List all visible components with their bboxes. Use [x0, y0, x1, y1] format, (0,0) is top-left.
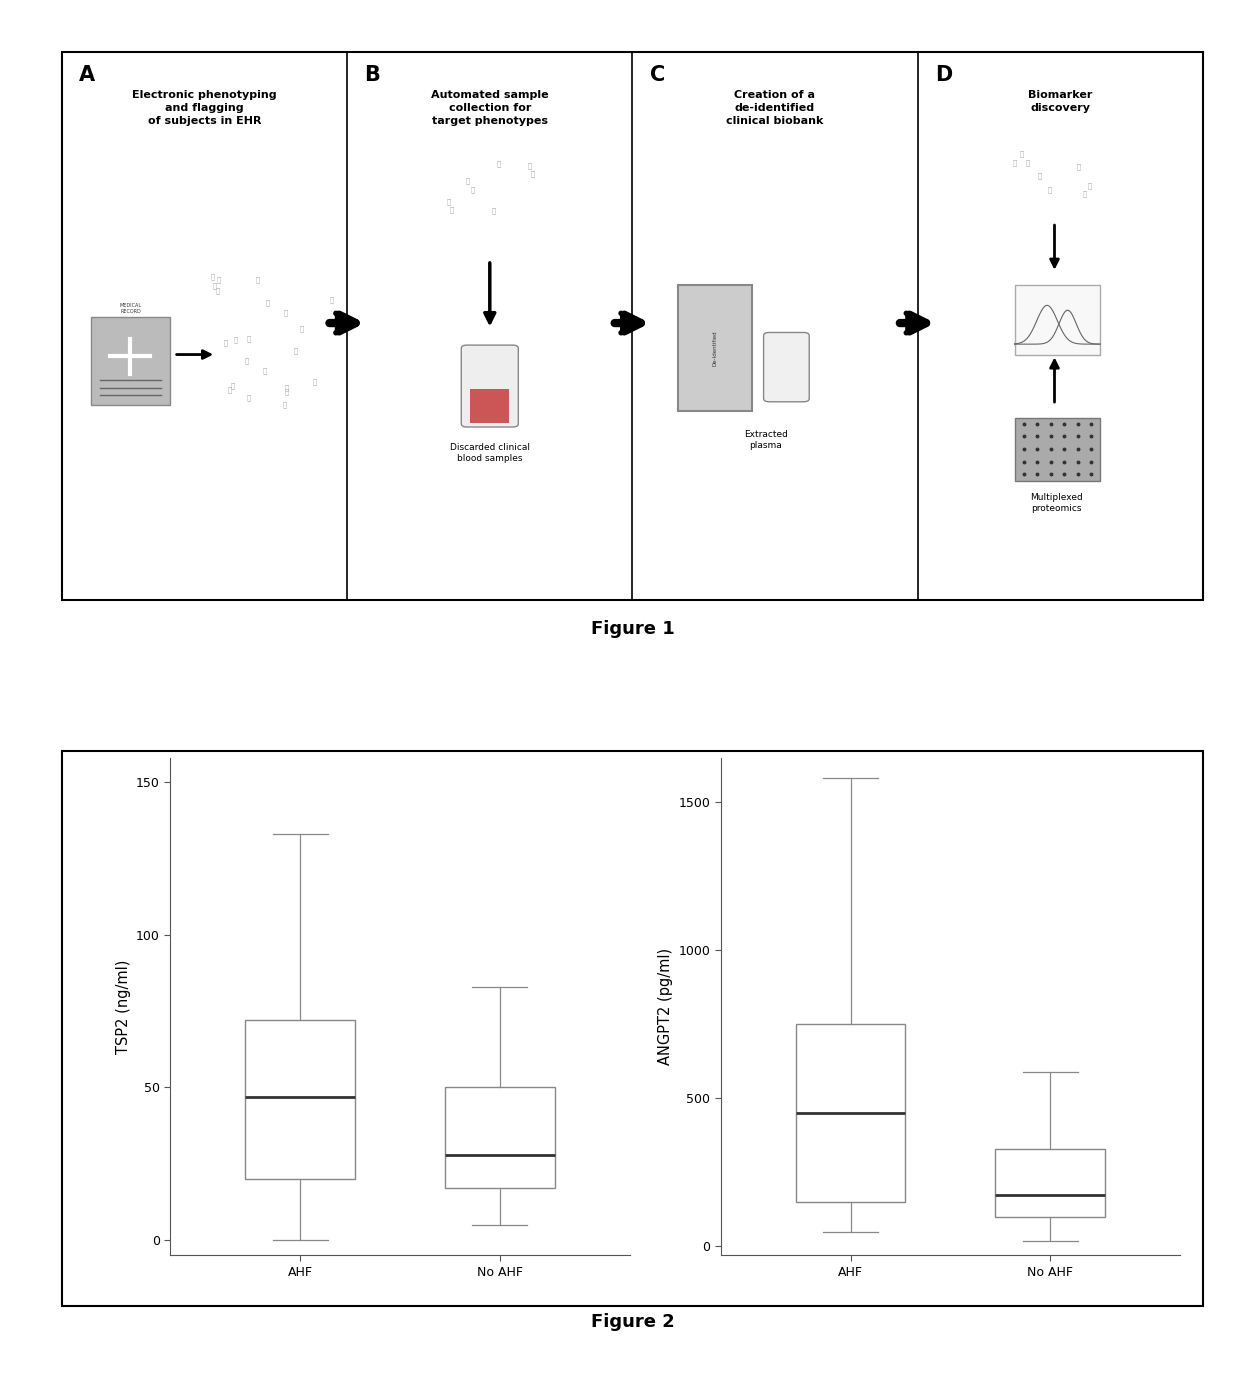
Text: ⧆: ⧆	[228, 386, 232, 393]
Text: ⧆: ⧆	[1087, 182, 1092, 189]
Text: De-Identified: De-Identified	[713, 331, 718, 367]
Text: Automated sample
collection for
target phenotypes: Automated sample collection for target p…	[432, 90, 548, 125]
Text: B: B	[365, 65, 381, 85]
Bar	[91, 317, 170, 405]
FancyBboxPatch shape	[461, 344, 518, 427]
Bar	[62, 751, 1203, 1306]
Text: Extracted
plasma: Extracted plasma	[744, 430, 787, 451]
Text: ⧆: ⧆	[223, 339, 228, 346]
PathPatch shape	[996, 1149, 1105, 1217]
Text: ⧆: ⧆	[283, 401, 286, 408]
Text: ⧆: ⧆	[528, 163, 532, 169]
Text: ⧆: ⧆	[231, 383, 236, 389]
Text: ⧆: ⧆	[1048, 186, 1053, 193]
FancyBboxPatch shape	[764, 332, 810, 402]
PathPatch shape	[246, 1020, 355, 1180]
Text: ⧆: ⧆	[294, 347, 299, 354]
Text: ⧆: ⧆	[466, 178, 470, 183]
Text: ⧆: ⧆	[1013, 158, 1017, 165]
PathPatch shape	[445, 1087, 554, 1188]
Bar	[470, 389, 510, 423]
Text: ⧆: ⧆	[247, 335, 250, 342]
Text: Figure 2: Figure 2	[590, 1313, 675, 1331]
Text: ⧆: ⧆	[263, 368, 267, 375]
Text: A: A	[79, 65, 95, 85]
Text: MEDICAL
RECORD: MEDICAL RECORD	[119, 303, 141, 314]
Text: ⧆: ⧆	[233, 336, 238, 343]
Text: Electronic phenotyping
and flagging
of subjects in EHR: Electronic phenotyping and flagging of s…	[133, 90, 277, 125]
Text: ⧆: ⧆	[470, 186, 475, 193]
Text: ⧆: ⧆	[216, 277, 221, 282]
Text: ⧆: ⧆	[1038, 172, 1043, 179]
Text: ⧆: ⧆	[496, 161, 501, 168]
Text: ⧆: ⧆	[285, 389, 289, 395]
Text: ⧆: ⧆	[1019, 150, 1023, 157]
Text: Figure 1: Figure 1	[590, 620, 675, 638]
Text: ⧆: ⧆	[312, 379, 317, 384]
Text: ⧆: ⧆	[244, 357, 249, 364]
Text: ⧆: ⧆	[450, 207, 454, 214]
Bar	[1014, 418, 1100, 481]
Text: ⧆: ⧆	[255, 276, 259, 282]
Text: ⧆: ⧆	[300, 325, 304, 332]
Text: Discarded clinical
blood samples: Discarded clinical blood samples	[450, 442, 529, 463]
Text: C: C	[650, 65, 665, 85]
Text: Creation of a
de-identified
clinical biobank: Creation of a de-identified clinical bio…	[727, 90, 823, 125]
Text: ⧆: ⧆	[446, 198, 450, 205]
Text: ⧆: ⧆	[330, 296, 334, 303]
Text: ⧆: ⧆	[1078, 164, 1081, 169]
Text: D: D	[935, 65, 952, 85]
Text: ⧆: ⧆	[216, 288, 219, 295]
Bar	[1014, 285, 1100, 354]
Bar	[62, 52, 1203, 601]
Text: ⧆: ⧆	[284, 310, 288, 317]
Text: ⧆: ⧆	[1025, 160, 1029, 167]
Text: Multiplexed
proteomics: Multiplexed proteomics	[1030, 493, 1084, 513]
Text: ⧆: ⧆	[247, 394, 250, 401]
Y-axis label: TSP2 (ng/ml): TSP2 (ng/ml)	[115, 959, 130, 1054]
Text: ⧆: ⧆	[265, 299, 269, 306]
Text: ⧆: ⧆	[211, 273, 215, 280]
Text: ⧆: ⧆	[492, 207, 496, 214]
Bar	[678, 285, 753, 411]
Text: ⧆: ⧆	[1083, 190, 1087, 197]
PathPatch shape	[796, 1024, 905, 1202]
Y-axis label: ANGPT2 (pg/ml): ANGPT2 (pg/ml)	[658, 948, 673, 1065]
Text: ⧆: ⧆	[212, 282, 217, 288]
Text: ⧆: ⧆	[531, 169, 534, 176]
Text: ⧆: ⧆	[284, 384, 289, 391]
Text: Biomarker
discovery: Biomarker discovery	[1028, 90, 1092, 113]
